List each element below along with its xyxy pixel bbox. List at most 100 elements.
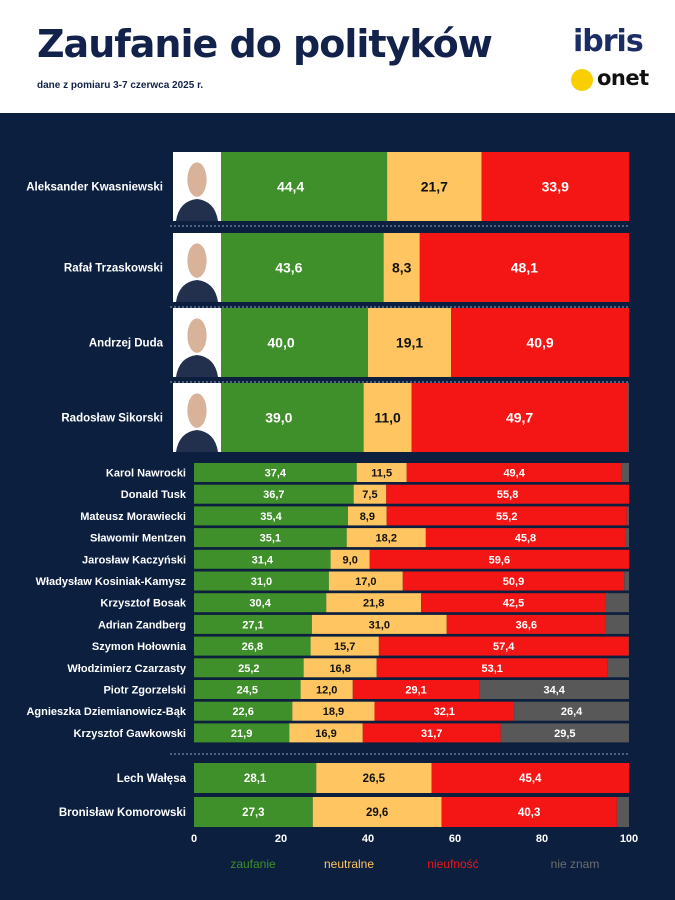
politician-name: Jarosław Kaczyński (82, 554, 186, 566)
data-label-zaufanie: 27,1 (242, 619, 263, 631)
data-label-neutralne: 16,8 (329, 663, 350, 675)
bar-row-radoslaw-sikorski: 39,0 11,0 49,7 (194, 383, 629, 452)
politician-name: Piotr Zgorzelski (103, 684, 186, 696)
bar-row-andrzej-duda: 40,0 19,1 40,9 (194, 308, 629, 377)
suit-icon (176, 355, 218, 377)
bar-row-jaroslaw-kaczynski: 31,4 9,0 59,6 (194, 549, 629, 569)
data-label-neutralne: 18,2 (376, 533, 397, 545)
bar-row-mateusz-morawiecki: 35,4 8,9 55,2 (194, 506, 629, 526)
bar-segment-nieufnosc (406, 463, 622, 482)
bar-segment-zaufanie (194, 701, 293, 721)
politician-name: Krzysztof Gawkowski (74, 728, 186, 740)
bar-segment-neutralne (292, 701, 375, 721)
suit-icon (176, 199, 218, 221)
bar-segment-neutralne (330, 549, 370, 569)
data-label-nieufnosc: 40,3 (518, 807, 540, 819)
data-label-neutralne: 9,0 (343, 554, 358, 566)
bar-segment-neutralne (312, 797, 442, 827)
bar-segment-nie-znam (625, 528, 629, 548)
data-label-nieufnosc: 48,1 (511, 260, 538, 276)
bar-row-agnieszka-dziemianowicz-bak: 22,6 18,9 32,1 26,4 (194, 701, 629, 721)
x-tick-label: 80 (536, 833, 548, 845)
bar-row-krzysztof-gawkowski: 21,9 16,9 31,7 29,5 (194, 723, 629, 743)
bar-segment-neutralne (346, 528, 426, 548)
bar-segment-nieufnosc (386, 484, 629, 504)
legend-item-neutralne: neutralne (324, 857, 374, 871)
data-label-neutralne: 18,9 (323, 706, 344, 718)
data-label-neutralne: 17,0 (355, 576, 376, 588)
data-label-neutralne: 21,8 (363, 598, 384, 610)
bar-row-lech-walesa: 28,1 26,5 45,4 (194, 763, 629, 793)
bar-segment-neutralne (328, 571, 403, 591)
bar-row-wladyslaw-kosiniak-kamysz: 31,0 17,0 50,9 (194, 571, 629, 591)
bar-segment-nie-znam (624, 571, 629, 591)
onet-logo: onet (597, 66, 649, 90)
data-label-zaufanie: 21,9 (231, 728, 252, 740)
data-label-zaufanie: 40,0 (267, 335, 294, 351)
legend-item-zaufanie: zaufanie (230, 857, 276, 871)
data-label-zaufanie: 35,4 (260, 511, 282, 523)
bar-segment-zaufanie (194, 463, 357, 482)
ibris-logo: ibris (573, 24, 644, 59)
bar-segment-nie-znam (500, 723, 629, 743)
data-label-nie-znam: 34,4 (543, 684, 565, 696)
data-label-neutralne: 31,0 (369, 619, 390, 631)
data-label-zaufanie: 43,6 (275, 260, 302, 276)
data-label-nieufnosc: 32,1 (434, 706, 455, 718)
page-subtitle: dane z pomiaru 3-7 czerwca 2025 r. (37, 80, 204, 91)
bar-segment-nieufnosc (374, 701, 515, 721)
politician-name: Sławomir Mentzen (90, 533, 186, 545)
bar-segment-nie-znam (627, 383, 629, 452)
legend-item-nie-znam: nie znam (551, 857, 600, 871)
bar-segment-zaufanie (194, 797, 313, 827)
data-label-zaufanie: 27,3 (242, 807, 264, 819)
bar-segment-nieufnosc (376, 658, 608, 678)
bar-row-szymon-holownia: 26,8 15,7 57,4 (194, 636, 629, 656)
bar-segment-zaufanie (194, 484, 354, 504)
x-tick-label: 40 (362, 833, 374, 845)
bar-segment-neutralne (347, 506, 387, 526)
bar-segment-zaufanie (194, 723, 290, 743)
data-label-nieufnosc: 33,9 (542, 179, 569, 195)
suit-icon (176, 430, 218, 452)
data-label-zaufanie: 30,4 (249, 598, 271, 610)
politician-name: Władysław Kosiniak-Kamysz (36, 576, 187, 588)
politician-photo (173, 308, 221, 377)
data-label-zaufanie: 24,5 (237, 684, 258, 696)
bar-segment-nie-znam (514, 701, 629, 721)
suit-icon (176, 280, 218, 302)
politician-name: Szymon Hołownia (92, 641, 187, 653)
politician-name: Rafał Trzaskowski (64, 263, 163, 275)
politician-name: Lech Wałęsa (117, 773, 187, 785)
politician-name: Mateusz Morawiecki (80, 511, 186, 523)
bar-segment-neutralne (368, 308, 452, 377)
bar-row-bronislaw-komorowski: 27,3 29,6 40,3 (194, 797, 629, 827)
x-tick-label: 100 (620, 833, 638, 845)
bar-segment-zaufanie (194, 763, 317, 793)
data-label-nieufnosc: 53,1 (481, 663, 502, 675)
politician-name: Donald Tusk (121, 489, 187, 501)
face-icon (187, 318, 207, 353)
bar-segment-zaufanie (194, 308, 368, 377)
bar-segment-nie-znam (626, 506, 629, 526)
data-label-neutralne: 29,6 (366, 807, 388, 819)
politician-name: Agnieszka Dziemianowicz-Bąk (26, 706, 186, 718)
data-label-nieufnosc: 36,6 (516, 619, 537, 631)
data-label-nieufnosc: 55,2 (496, 511, 517, 523)
face-icon (187, 162, 207, 197)
bar-segment-nie-znam (605, 614, 629, 634)
data-label-zaufanie: 36,7 (263, 489, 284, 501)
bar-segment-nie-znam (479, 680, 629, 699)
x-tick-label: 0 (191, 833, 197, 845)
bar-segment-nieufnosc (369, 549, 629, 569)
bar-segment-nieufnosc (451, 308, 629, 377)
data-label-neutralne: 21,7 (421, 179, 448, 195)
data-label-zaufanie: 26,8 (242, 641, 263, 653)
data-label-zaufanie: 25,2 (238, 663, 259, 675)
data-label-neutralne: 7,5 (362, 489, 377, 501)
bar-segment-neutralne (383, 233, 420, 302)
bar-segment-neutralne (311, 614, 447, 634)
bar-segment-zaufanie (194, 233, 384, 302)
bar-segment-nieufnosc (419, 233, 629, 302)
